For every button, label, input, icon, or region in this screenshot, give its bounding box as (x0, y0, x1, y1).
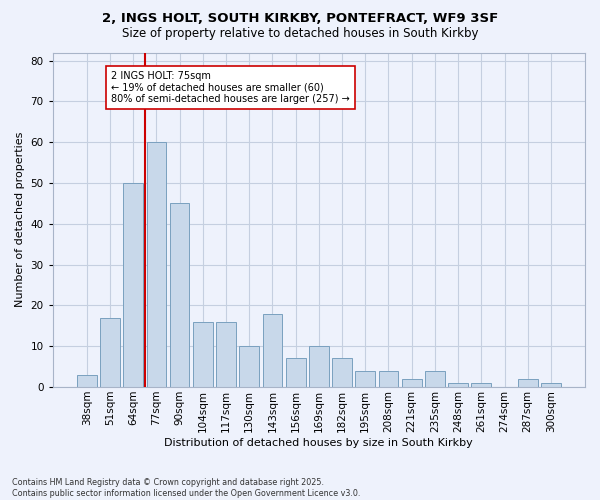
Bar (239, 346, 259, 387)
X-axis label: Distribution of detached houses by size in South Kirkby: Distribution of detached houses by size … (164, 438, 473, 448)
Bar (146, 142, 166, 387)
Bar (77, 375, 97, 387)
Bar (309, 346, 329, 387)
Bar (170, 204, 190, 387)
Bar (448, 383, 468, 387)
Y-axis label: Number of detached properties: Number of detached properties (15, 132, 25, 308)
Bar (100, 318, 120, 387)
Bar (286, 358, 305, 387)
Bar (402, 379, 422, 387)
Bar (472, 383, 491, 387)
Text: Size of property relative to detached houses in South Kirkby: Size of property relative to detached ho… (122, 28, 478, 40)
Bar (216, 322, 236, 387)
Bar (379, 370, 398, 387)
Bar (193, 322, 212, 387)
Bar (124, 183, 143, 387)
Bar (355, 370, 375, 387)
Text: 2, INGS HOLT, SOUTH KIRKBY, PONTEFRACT, WF9 3SF: 2, INGS HOLT, SOUTH KIRKBY, PONTEFRACT, … (102, 12, 498, 26)
Bar (541, 383, 561, 387)
Bar (332, 358, 352, 387)
Text: Contains HM Land Registry data © Crown copyright and database right 2025.
Contai: Contains HM Land Registry data © Crown c… (12, 478, 361, 498)
Text: 2 INGS HOLT: 75sqm
← 19% of detached houses are smaller (60)
80% of semi-detache: 2 INGS HOLT: 75sqm ← 19% of detached hou… (111, 71, 350, 104)
Bar (425, 370, 445, 387)
Bar (518, 379, 538, 387)
Bar (263, 314, 283, 387)
